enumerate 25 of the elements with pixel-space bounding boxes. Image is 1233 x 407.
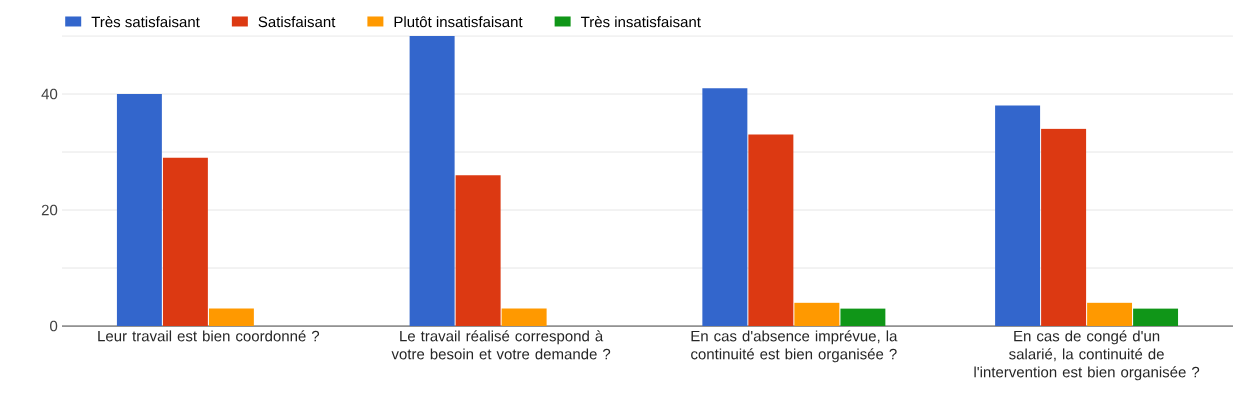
y-tick-label: 20 — [41, 204, 58, 216]
bar — [501, 308, 547, 326]
bar — [1133, 308, 1179, 326]
legend-label: Satisfaisant — [258, 16, 336, 28]
bar — [794, 302, 840, 326]
legend-label: Plutôt insatisfaisant — [394, 16, 523, 28]
legend-label: Très satisfaisant — [91, 16, 200, 28]
bar — [840, 308, 886, 326]
bar — [116, 94, 162, 326]
y-tick-label: 40 — [41, 88, 58, 100]
bar — [748, 134, 794, 326]
bar — [1041, 128, 1087, 326]
x-tick-label: En cas de congé d'un salarié, la continuité de l'intervention est bien organisée ? — [974, 330, 1200, 381]
bar — [702, 88, 748, 326]
bar — [162, 157, 208, 326]
x-tick-label: Le travail réalisé correspond à votre besoin et votre demande ? — [391, 330, 611, 360]
bar — [409, 36, 455, 326]
bar — [995, 105, 1041, 326]
x-tick-label: Leur travail est bien coordonné ? — [98, 330, 320, 342]
x-tick-label: En cas d'absence imprévue, la continuité est bien organisée ? — [691, 330, 898, 363]
bar — [1087, 302, 1133, 326]
bar — [208, 308, 254, 326]
legend-label: Très insatisfaisant — [580, 16, 701, 28]
bar — [455, 175, 501, 326]
y-tick-label: 0 — [50, 320, 58, 332]
